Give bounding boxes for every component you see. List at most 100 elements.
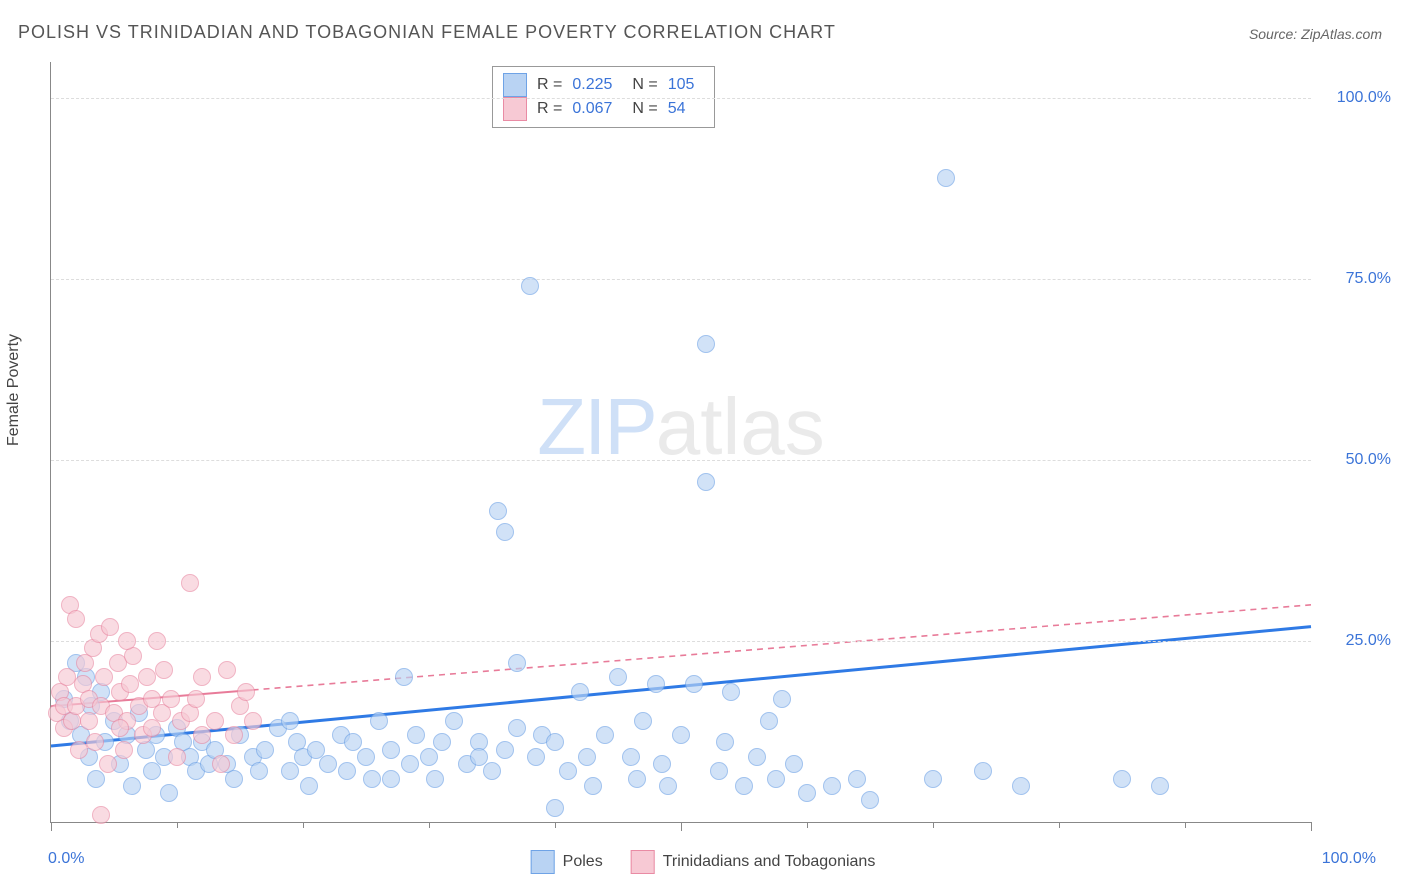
data-point: [496, 523, 514, 541]
data-point: [237, 683, 255, 701]
x-tick: [1311, 822, 1312, 831]
data-point: [659, 777, 677, 795]
data-point: [433, 733, 451, 751]
data-point: [300, 777, 318, 795]
x-tick: [429, 822, 430, 828]
data-point: [722, 683, 740, 701]
data-point: [848, 770, 866, 788]
data-point: [584, 777, 602, 795]
stats-n-label: N =: [632, 73, 657, 97]
legend-swatch: [631, 850, 655, 874]
data-point: [95, 668, 113, 686]
data-point: [489, 502, 507, 520]
data-point: [401, 755, 419, 773]
stats-legend-row: R =0.225N =105: [503, 73, 704, 97]
data-point: [168, 748, 186, 766]
data-point: [111, 719, 129, 737]
data-point: [559, 762, 577, 780]
data-point: [508, 654, 526, 672]
chart-title: POLISH VS TRINIDADIAN AND TOBAGONIAN FEM…: [18, 22, 836, 43]
data-point: [609, 668, 627, 686]
data-point: [653, 755, 671, 773]
data-point: [357, 748, 375, 766]
data-point: [250, 762, 268, 780]
legend-swatch: [503, 97, 527, 121]
x-tick: [1059, 822, 1060, 828]
data-point: [420, 748, 438, 766]
data-point: [281, 762, 299, 780]
data-point: [138, 668, 156, 686]
x-tick: [555, 822, 556, 828]
data-point: [496, 741, 514, 759]
data-point: [118, 632, 136, 650]
data-point: [697, 473, 715, 491]
stats-r-value: 0.067: [572, 97, 622, 121]
data-point: [785, 755, 803, 773]
x-axis-min-label: 0.0%: [48, 850, 84, 868]
data-point: [206, 712, 224, 730]
stats-r-label: R =: [537, 73, 562, 97]
data-point: [382, 741, 400, 759]
data-point: [483, 762, 501, 780]
data-point: [628, 770, 646, 788]
data-point: [937, 169, 955, 187]
data-point: [148, 632, 166, 650]
data-point: [87, 770, 105, 788]
data-point: [596, 726, 614, 744]
gridline: [51, 279, 1311, 280]
data-point: [798, 784, 816, 802]
stats-n-label: N =: [632, 97, 657, 121]
data-point: [1151, 777, 1169, 795]
data-point: [99, 755, 117, 773]
data-point: [160, 784, 178, 802]
data-point: [634, 712, 652, 730]
correlation-stats-legend: R =0.225N =105R = 0.067 N = 54: [492, 66, 715, 128]
data-point: [225, 770, 243, 788]
x-tick: [681, 822, 682, 831]
series-legend: Poles Trinidadians and Tobagonians: [531, 850, 876, 874]
x-tick: [51, 822, 52, 831]
gridline: [51, 460, 1311, 461]
data-point: [86, 733, 104, 751]
data-point: [281, 712, 299, 730]
data-point: [225, 726, 243, 744]
data-point: [470, 748, 488, 766]
data-point: [508, 719, 526, 737]
data-point: [319, 755, 337, 773]
legend-label: Poles: [563, 853, 603, 871]
data-point: [218, 661, 236, 679]
data-point: [187, 690, 205, 708]
data-point: [92, 806, 110, 824]
data-point: [974, 762, 992, 780]
data-point: [244, 712, 262, 730]
gridline: [51, 98, 1311, 99]
x-tick: [177, 822, 178, 828]
stats-r-label: R =: [537, 97, 562, 121]
x-tick: [933, 822, 934, 828]
legend-label: Trinidadians and Tobagonians: [663, 853, 876, 871]
legend-item: Poles: [531, 850, 603, 874]
x-tick: [1185, 822, 1186, 828]
data-point: [67, 610, 85, 628]
data-point: [123, 777, 141, 795]
data-point: [622, 748, 640, 766]
data-point: [571, 683, 589, 701]
legend-swatch: [503, 73, 527, 97]
data-point: [193, 726, 211, 744]
data-point: [773, 690, 791, 708]
data-point: [697, 335, 715, 353]
data-point: [767, 770, 785, 788]
y-tick-label: 75.0%: [1321, 270, 1391, 288]
data-point: [716, 733, 734, 751]
data-point: [407, 726, 425, 744]
data-point: [521, 277, 539, 295]
data-point: [370, 712, 388, 730]
data-point: [101, 618, 119, 636]
y-tick-label: 25.0%: [1321, 632, 1391, 650]
stats-n-value: 54: [668, 97, 704, 121]
gridline: [51, 641, 1311, 642]
data-point: [143, 719, 161, 737]
y-tick-label: 50.0%: [1321, 451, 1391, 469]
data-point: [426, 770, 444, 788]
chart-plot-area: ZIPatlas R =0.225N =105R =0.067N =54 25.…: [50, 62, 1311, 823]
